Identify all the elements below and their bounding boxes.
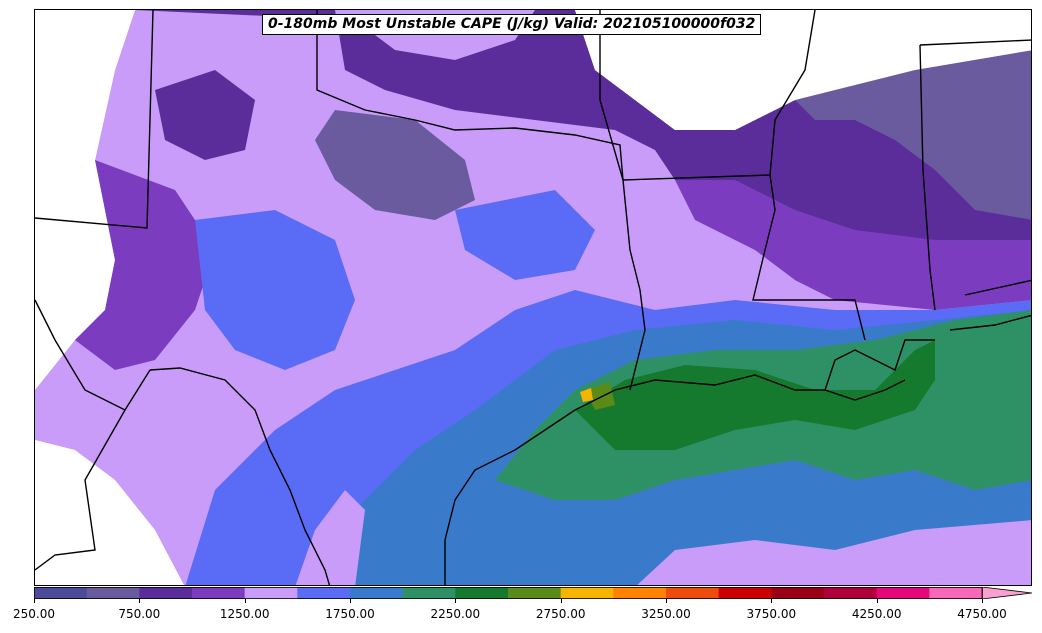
border-oklahoma-arkansas [599, 10, 624, 181]
colorbar-segment [297, 587, 351, 599]
colorbar [34, 587, 1032, 599]
colorbar-segment [350, 587, 404, 599]
colorbar-segment [560, 587, 614, 599]
colorbar-tick-label: 1750.00 [325, 607, 375, 621]
border-rio-grande [149, 367, 331, 585]
colorbar-tick [876, 599, 878, 603]
map-panel [34, 9, 1032, 586]
cape-region-blue-west [195, 210, 355, 370]
border-north [919, 39, 1031, 46]
border-arkansas-louisiana [622, 174, 771, 181]
cape-region-green-core [575, 340, 935, 450]
no-data-north [575, 10, 1031, 130]
cape-region-gold [580, 388, 593, 402]
cape-region-lilac-south [637, 520, 1031, 585]
border-mexico-inner [35, 409, 126, 571]
colorbar-segment [139, 587, 193, 599]
map-title: 0-180mb Most Unstable CAPE (J/kg) Valid:… [262, 14, 762, 35]
colorbar-segment [402, 587, 456, 599]
border-arkansas-tennessee [769, 10, 816, 176]
colorbar-outline [34, 587, 983, 599]
colorbar-segment [34, 587, 88, 599]
colorbar-tick-label: 1250.00 [219, 607, 270, 621]
colorbar-segment [86, 587, 140, 599]
cape-region-lilac-west [295, 490, 365, 585]
colorbar-segment [455, 587, 509, 599]
cape-map [35, 10, 1031, 585]
cape-region-mid-purple-east [675, 180, 1031, 310]
colorbar-segment [929, 587, 983, 599]
colorbar-tick [350, 599, 351, 603]
colorbar-tick-label: 750.00 [118, 607, 161, 621]
colorbar-tick-label: 3250.00 [641, 607, 691, 621]
colorbar-extend-arrow [981, 587, 1032, 599]
cape-region-slate-northeast [795, 50, 1031, 220]
colorbar-segment [824, 587, 878, 599]
state-boundaries [35, 10, 1031, 585]
colorbar-tick-label: 2750.00 [535, 607, 586, 621]
colorbar-segment [771, 587, 825, 599]
cape-region-slate-north [315, 110, 475, 220]
colorbar-segment [192, 587, 246, 599]
border-louisiana-mississippi [752, 174, 866, 341]
colorbar-tick [244, 599, 246, 603]
cape-region-blue-mid [455, 190, 595, 280]
colorbar-tick [139, 599, 141, 603]
colorbar-tick-label: 250.00 [13, 607, 55, 621]
border-florida-coast [949, 314, 1031, 331]
border-alabama-florida [964, 279, 1031, 296]
colorbar-tick [666, 599, 667, 603]
colorbar-segment [613, 587, 667, 599]
coastline-texas [444, 374, 906, 585]
colorbar-segment [666, 587, 720, 599]
colorbar-segment [244, 587, 298, 599]
border-mexico-west [35, 299, 151, 411]
colorbar-tick [34, 599, 35, 603]
no-data-northwest [35, 10, 135, 210]
border-newmexico-texas [35, 10, 154, 229]
colorbar-tick-label: 3750.00 [746, 607, 797, 621]
cape-region-mid-purple-west [75, 160, 215, 370]
colorbar-tick [560, 599, 562, 603]
cape-region-slate-west [155, 70, 255, 160]
colorbar-tick [455, 599, 457, 603]
colorbar-tick-label: 4250.00 [851, 607, 902, 621]
cape-region-olive [585, 382, 615, 410]
colorbar-tick-label: 4750.00 [957, 607, 1007, 621]
border-texas-louisiana [622, 179, 646, 391]
border-mississippi-alabama [919, 44, 936, 311]
colorbar-tick [982, 599, 983, 603]
border-texas-oklahoma [316, 10, 624, 181]
colorbar-segment [876, 587, 930, 599]
colorbar-segment [718, 587, 772, 599]
colorbar-tick-label: 2250.00 [430, 607, 481, 621]
colorbar-tick [771, 599, 773, 603]
colorbar-segment [508, 587, 562, 599]
coastline-louisiana-delta [824, 339, 935, 391]
